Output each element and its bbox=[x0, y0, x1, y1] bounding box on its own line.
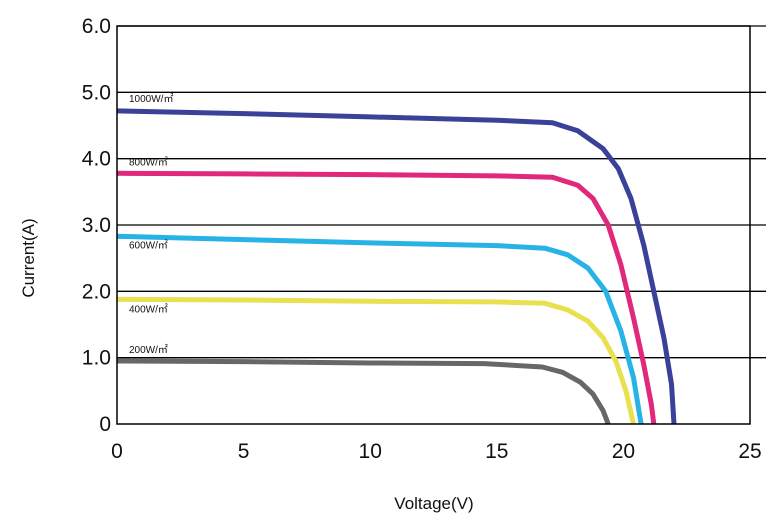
tick-label-layer: 0 1.0 2.0 3.0 4.0 5.0 6.0 0 5 10 15 20 25 bbox=[82, 15, 762, 463]
series-line bbox=[116, 170, 657, 425]
series-line bbox=[116, 108, 677, 425]
series-line bbox=[116, 358, 611, 425]
x-axis-title: Voltage(V) bbox=[394, 494, 473, 513]
plot-frame bbox=[116, 25, 751, 425]
x-tick-label: 5 bbox=[238, 440, 250, 463]
series-label: 600W/㎡ bbox=[129, 239, 168, 251]
series-layer bbox=[116, 108, 677, 425]
series-label: 400W/㎡ bbox=[129, 303, 168, 315]
plot-frame-layer bbox=[116, 25, 751, 425]
x-tick-label: 20 bbox=[612, 440, 635, 463]
series-label: 200W/㎡ bbox=[129, 344, 168, 356]
y-tick-label: 1.0 bbox=[82, 347, 111, 370]
y-tick-label: 4.0 bbox=[82, 148, 111, 171]
y-tick-label: 5.0 bbox=[82, 81, 111, 104]
y-tick-label: 2.0 bbox=[82, 280, 111, 303]
y-tick-label: 3.0 bbox=[82, 214, 111, 237]
series-label-layer: 1000W/㎡ 800W/㎡ 600W/㎡ 400W/㎡ 200W/㎡ bbox=[129, 93, 173, 356]
y-axis-title: Current(A) bbox=[19, 218, 38, 297]
series-line bbox=[116, 233, 644, 425]
y-tick-label: 6.0 bbox=[82, 15, 111, 38]
x-tick-label: 25 bbox=[738, 440, 761, 463]
x-tick-label: 15 bbox=[485, 440, 508, 463]
grid-layer bbox=[117, 25, 766, 359]
series-label: 1000W/㎡ bbox=[129, 93, 173, 105]
series-line bbox=[116, 296, 636, 425]
y-tick-label: 0 bbox=[99, 413, 111, 436]
x-tick-label: 10 bbox=[359, 440, 382, 463]
series-label: 800W/㎡ bbox=[129, 156, 168, 168]
x-tick-label: 0 bbox=[111, 440, 123, 463]
